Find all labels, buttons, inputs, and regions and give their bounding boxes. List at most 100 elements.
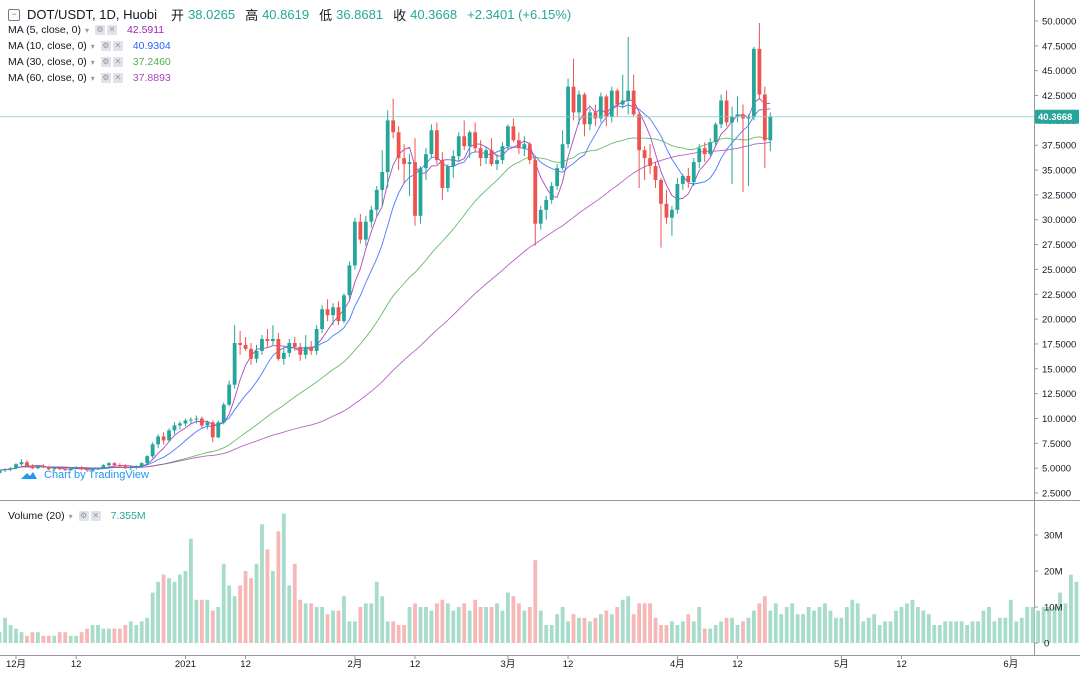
volume-bar: [292, 563, 297, 643]
candle-body: [3, 469, 7, 471]
candle-body: [680, 176, 685, 184]
candle: [112, 462, 117, 467]
chevron-down-icon[interactable]: ▾: [84, 25, 89, 35]
time-tick-label: 12: [240, 659, 251, 670]
indicator-value: 42.5911: [126, 24, 165, 36]
symbol-title[interactable]: DOT/USDT, 1D, Huobi: [27, 7, 158, 22]
time-tick-label: 5月: [834, 659, 849, 670]
candle-body: [303, 346, 308, 355]
close-icon[interactable]: ✕: [112, 73, 123, 83]
volume-bar: [484, 607, 488, 643]
indicator-ma5[interactable]: MA (5, close, 0) ▾ ⚙ ✕ 42.5911: [8, 24, 164, 36]
chevron-down-icon[interactable]: ▾: [90, 57, 95, 67]
candle-body: [167, 430, 171, 441]
close-value: 40.3668: [410, 7, 458, 22]
volume-bar: [784, 607, 789, 643]
candle: [462, 120, 467, 151]
candle-body: [708, 142, 713, 155]
candle-body: [462, 136, 467, 147]
candle: [0, 469, 2, 475]
candle-body: [85, 469, 89, 471]
volume-bar: [697, 607, 702, 643]
volume-bar: [325, 614, 330, 643]
price-tick-label: 50.0000: [1042, 17, 1076, 28]
volume-bar: [877, 625, 882, 643]
candle: [637, 112, 642, 188]
settings-icon[interactable]: ⚙: [100, 57, 111, 67]
candle: [172, 422, 177, 435]
volume-bar: [801, 614, 805, 643]
candle-body: [134, 466, 139, 468]
candle: [500, 142, 505, 165]
candle-body: [626, 90, 631, 101]
volume-bar: [713, 625, 718, 643]
candle-body: [527, 144, 532, 161]
candle-body: [210, 422, 215, 438]
close-icon[interactable]: ✕: [112, 57, 123, 67]
indicator-name: MA (60, close, 0): [8, 72, 87, 84]
volume-bar: [959, 621, 964, 643]
chevron-down-icon[interactable]: ▾: [90, 73, 95, 83]
volume-bar: [609, 614, 614, 643]
candle-body: [571, 86, 576, 113]
candle: [675, 178, 680, 214]
settings-icon[interactable]: ⚙: [100, 41, 111, 51]
candle: [178, 421, 182, 430]
volume-value: 7.355M: [110, 510, 146, 522]
volume-bar: [1063, 603, 1068, 643]
volume-bar: [702, 628, 707, 643]
chevron-down-icon[interactable]: ▾: [90, 41, 95, 51]
price-tick-label: 10.0000: [1042, 414, 1076, 425]
volume-bar: [664, 625, 669, 643]
volume-bar: [123, 625, 128, 643]
candle: [522, 136, 527, 157]
candle-body: [659, 180, 663, 204]
candle: [150, 442, 155, 459]
volume-bar: [276, 531, 281, 643]
volume-bar: [391, 621, 396, 643]
collapse-icon[interactable]: −: [8, 8, 20, 21]
settings-icon[interactable]: ⚙: [94, 25, 105, 35]
close-icon[interactable]: ✕: [90, 511, 101, 521]
volume-bar: [894, 610, 898, 643]
candle-body: [495, 160, 499, 165]
candle: [287, 339, 292, 357]
candle: [352, 217, 357, 270]
volume-bar: [413, 603, 417, 643]
candle-body: [46, 467, 51, 470]
volume-bar: [615, 607, 620, 643]
volume-bar: [320, 607, 324, 643]
candle: [484, 146, 488, 165]
volume-bar: [1036, 610, 1041, 643]
candle: [735, 96, 740, 123]
time-tick-label: 12月: [6, 659, 26, 670]
candle-body: [139, 463, 144, 467]
volume-bar: [970, 621, 975, 643]
volume-bar: [544, 625, 549, 643]
indicator-ma60[interactable]: MA (60, close, 0) ▾ ⚙ ✕ 37.8893: [8, 72, 171, 84]
tradingview-watermark[interactable]: Chart by TradingView: [20, 469, 149, 481]
time-tick-label: 4月: [670, 659, 685, 670]
indicator-volume[interactable]: Volume (20) ▾ ⚙ ✕ 7.355M: [8, 510, 146, 522]
candle-body: [0, 470, 2, 474]
price-tick-label: 47.5000: [1042, 41, 1076, 52]
candle: [434, 122, 439, 165]
indicator-ma10[interactable]: MA (10, close, 0) ▾ ⚙ ✕ 40.9304: [8, 40, 171, 52]
candle: [691, 158, 696, 186]
candle: [205, 420, 210, 430]
close-icon[interactable]: ✕: [112, 41, 123, 51]
candle: [544, 195, 549, 220]
volume-bar: [555, 614, 560, 643]
chevron-down-icon[interactable]: ▾: [68, 511, 73, 521]
volume-bar: [965, 625, 969, 643]
close-icon[interactable]: ✕: [106, 25, 117, 35]
settings-icon[interactable]: ⚙: [78, 511, 89, 521]
candle: [320, 305, 324, 333]
settings-icon[interactable]: ⚙: [100, 73, 111, 83]
volume-bar: [1008, 599, 1013, 643]
indicator-ma30[interactable]: MA (30, close, 0) ▾ ⚙ ✕ 37.2460: [8, 56, 171, 68]
candle-body: [522, 144, 527, 149]
candle: [254, 344, 259, 363]
